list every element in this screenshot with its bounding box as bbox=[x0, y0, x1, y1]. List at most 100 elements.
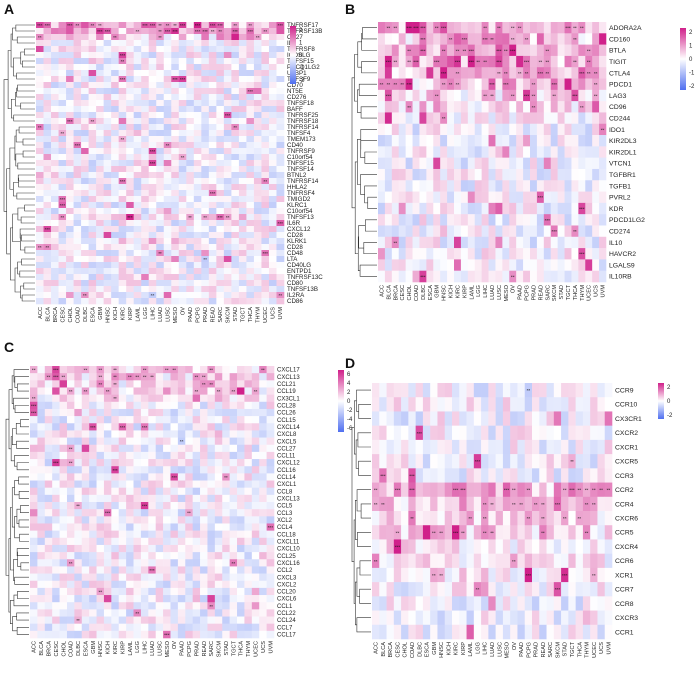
heatmap-cell bbox=[550, 225, 558, 238]
heatmap-cell bbox=[155, 416, 164, 424]
heatmap-cell bbox=[207, 623, 216, 632]
significance-mark: ** bbox=[143, 375, 147, 379]
row-label: CCL25 bbox=[277, 554, 296, 560]
row-label: CXCL14 bbox=[277, 425, 300, 431]
heatmap-cell bbox=[546, 425, 555, 441]
heatmap-cell bbox=[426, 135, 434, 147]
row-label: CCL22 bbox=[277, 611, 296, 617]
heatmap-cell bbox=[126, 226, 134, 233]
row-label: CD48 bbox=[287, 250, 303, 257]
heatmap-cell bbox=[384, 168, 393, 181]
heatmap-cell bbox=[103, 154, 112, 161]
heatmap-cell bbox=[530, 78, 538, 91]
heatmap-cell bbox=[58, 208, 67, 215]
heatmap-cell bbox=[73, 166, 82, 173]
heatmap-cell bbox=[495, 454, 504, 469]
heatmap-cell bbox=[452, 496, 460, 512]
heatmap-cell bbox=[523, 248, 531, 260]
heatmap-cell bbox=[578, 89, 586, 102]
heatmap-cell bbox=[440, 123, 448, 136]
heatmap-cell bbox=[571, 44, 579, 57]
heatmap-cell bbox=[81, 244, 89, 251]
heatmap-cell bbox=[30, 573, 38, 582]
heatmap-cell bbox=[597, 482, 606, 498]
significance-mark: *** bbox=[60, 198, 66, 202]
heatmap-cell bbox=[51, 124, 59, 131]
heatmap-cell bbox=[253, 268, 262, 275]
heatmap-cell bbox=[73, 298, 82, 305]
heatmap-cell bbox=[118, 373, 127, 381]
heatmap-cell bbox=[216, 298, 225, 305]
column-label: SKCM bbox=[552, 285, 558, 302]
heatmap-cell bbox=[200, 423, 208, 431]
heatmap-cell bbox=[178, 268, 187, 275]
heatmap-cell bbox=[118, 136, 127, 143]
heatmap-cell bbox=[393, 454, 402, 469]
heatmap-cell bbox=[238, 250, 247, 257]
heatmap-cell bbox=[89, 466, 97, 474]
heatmap-cell bbox=[118, 232, 127, 239]
heatmap-cell bbox=[155, 616, 164, 624]
heatmap-cell bbox=[118, 274, 127, 281]
heatmap-cell bbox=[433, 202, 441, 215]
heatmap-cell bbox=[51, 142, 59, 149]
heatmap-cell bbox=[96, 408, 105, 417]
row-labels: ADORA2ACD160BTLATIGITCTLA4PDCD1LAG3CD96C… bbox=[609, 25, 645, 281]
heatmap-cell bbox=[59, 430, 68, 438]
heatmap-cell bbox=[88, 28, 97, 35]
heatmap-cell bbox=[126, 190, 134, 197]
heatmap-cell bbox=[171, 34, 180, 41]
heatmap-cell bbox=[238, 46, 247, 53]
heatmap-cell bbox=[133, 494, 142, 503]
heatmap-cell bbox=[604, 624, 613, 640]
significance-mark: ** bbox=[525, 37, 529, 41]
heatmap-cell bbox=[73, 142, 82, 149]
heatmap-cell bbox=[509, 135, 517, 147]
dendrogram-branch bbox=[20, 102, 35, 110]
heatmap-cell bbox=[208, 136, 217, 143]
heatmap-cell bbox=[408, 454, 416, 469]
heatmap-cell bbox=[509, 112, 517, 125]
heatmap-cell bbox=[126, 580, 134, 589]
heatmap-cell bbox=[214, 544, 223, 553]
heatmap-cell bbox=[58, 64, 67, 71]
heatmap-cell bbox=[378, 123, 386, 136]
heatmap-cell bbox=[141, 220, 150, 227]
heatmap-cell bbox=[141, 286, 150, 293]
heatmap-cell bbox=[193, 46, 202, 53]
heatmap-cell bbox=[208, 178, 217, 185]
heatmap-cell bbox=[524, 383, 533, 398]
heatmap-cell bbox=[148, 100, 157, 107]
heatmap-cell bbox=[510, 582, 518, 597]
heatmap-cell bbox=[223, 214, 232, 221]
heatmap-cell bbox=[266, 408, 275, 417]
heatmap-cell bbox=[592, 259, 600, 271]
heatmap-cell bbox=[118, 172, 127, 179]
heatmap-cell bbox=[599, 168, 607, 181]
heatmap-cell bbox=[530, 157, 538, 170]
row-label: TGFB1 bbox=[609, 183, 631, 190]
significance-mark: ** bbox=[38, 36, 42, 40]
heatmap-cell bbox=[495, 89, 503, 102]
heatmap-cell bbox=[30, 401, 38, 410]
heatmap-cell bbox=[148, 160, 157, 167]
heatmap-cell bbox=[276, 238, 285, 245]
heatmap-cell bbox=[74, 559, 83, 567]
heatmap-cell bbox=[111, 70, 119, 77]
heatmap-cell bbox=[214, 437, 223, 446]
heatmap-cell bbox=[447, 168, 455, 181]
heatmap-cell bbox=[193, 190, 202, 197]
heatmap-cell bbox=[415, 482, 424, 498]
heatmap-cell bbox=[81, 559, 90, 567]
row-label: NT5E bbox=[287, 88, 303, 95]
heatmap-cell bbox=[546, 624, 555, 640]
heatmap-cell bbox=[44, 516, 53, 524]
heatmap-cell bbox=[502, 259, 510, 271]
heatmap-cell bbox=[244, 444, 253, 453]
heatmap-cell bbox=[155, 408, 164, 417]
heatmap-cell bbox=[495, 225, 503, 238]
column-label: READ bbox=[541, 642, 547, 658]
heatmap-cell bbox=[193, 298, 202, 305]
heatmap-cell bbox=[163, 190, 172, 197]
column-labels: ACC BLCA BRCA CESC CHOL COAD DLBC ESCA GBM HNSC KI… bbox=[38, 306, 284, 323]
